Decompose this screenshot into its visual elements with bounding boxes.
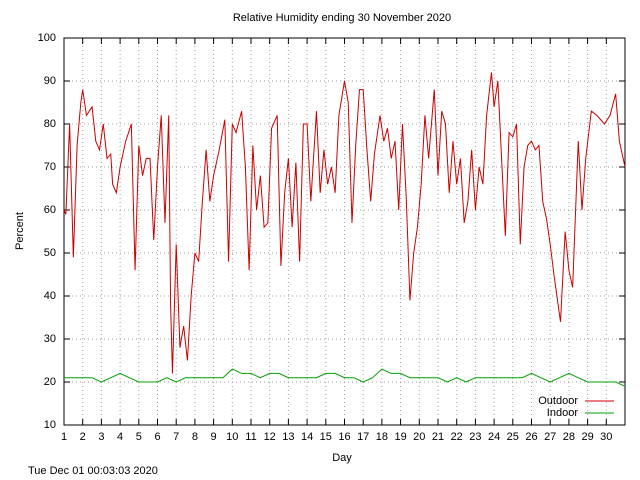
x-tick-label: 21 <box>432 431 444 443</box>
data-line <box>64 368 626 387</box>
y-tick-label: 80 <box>44 118 56 130</box>
x-tick-label: 24 <box>488 431 500 443</box>
x-tick-label: 30 <box>600 431 612 443</box>
x-tick-label: 18 <box>376 431 388 443</box>
x-tick-label: 15 <box>320 431 332 443</box>
y-tick-label: 90 <box>44 75 56 87</box>
x-tick-label: 17 <box>357 431 369 443</box>
x-tick-label: 7 <box>173 431 179 443</box>
x-tick-label: 28 <box>563 431 575 443</box>
y-axis-label: Percent <box>14 212 26 250</box>
y-tick-label: 10 <box>44 419 56 431</box>
x-tick-label: 16 <box>338 431 350 443</box>
x-tick-label: 20 <box>413 431 425 443</box>
y-tick-label: 60 <box>44 204 56 216</box>
x-tick-label: 13 <box>282 431 294 443</box>
x-tick-label: 22 <box>451 431 463 443</box>
x-tick-label: 10 <box>226 431 238 443</box>
x-tick-label: 2 <box>80 431 86 443</box>
y-tick-label: 40 <box>44 290 56 302</box>
data-line <box>63 72 626 374</box>
x-tick-label: 14 <box>301 431 313 443</box>
x-tick-label: 26 <box>525 431 537 443</box>
x-tick-label: 6 <box>154 431 160 443</box>
x-tick-label: 9 <box>211 431 217 443</box>
x-tick-label: 8 <box>192 431 198 443</box>
x-tick-label: 11 <box>245 431 256 443</box>
y-tick-label: 100 <box>38 32 56 44</box>
plot-frame <box>63 37 626 426</box>
x-tick-label: 3 <box>98 431 104 443</box>
y-tick-label: 50 <box>44 247 56 259</box>
x-tick-label: 29 <box>581 431 593 443</box>
y-tick-label: 70 <box>44 161 56 173</box>
x-tick-label: 19 <box>394 431 406 443</box>
x-axis-label: Day <box>332 452 352 464</box>
x-tick-label: 5 <box>136 431 142 443</box>
y-tick-label: 20 <box>44 376 56 388</box>
x-tick-label: 23 <box>469 431 481 443</box>
x-tick-label: 27 <box>544 431 556 443</box>
x-tick-label: 1 <box>61 431 67 443</box>
y-tick-label: 30 <box>44 333 56 345</box>
chart-title: Relative Humidity ending 30 November 202… <box>233 12 451 24</box>
legend-label: Outdoor <box>538 395 578 407</box>
x-tick-label: 4 <box>117 431 123 443</box>
footer: Tue Dec 01 00:03:03 2020 <box>28 465 158 477</box>
legend-label: Indoor <box>547 407 579 419</box>
x-tick-label: 25 <box>507 431 519 443</box>
x-tick-label: 12 <box>264 431 276 443</box>
